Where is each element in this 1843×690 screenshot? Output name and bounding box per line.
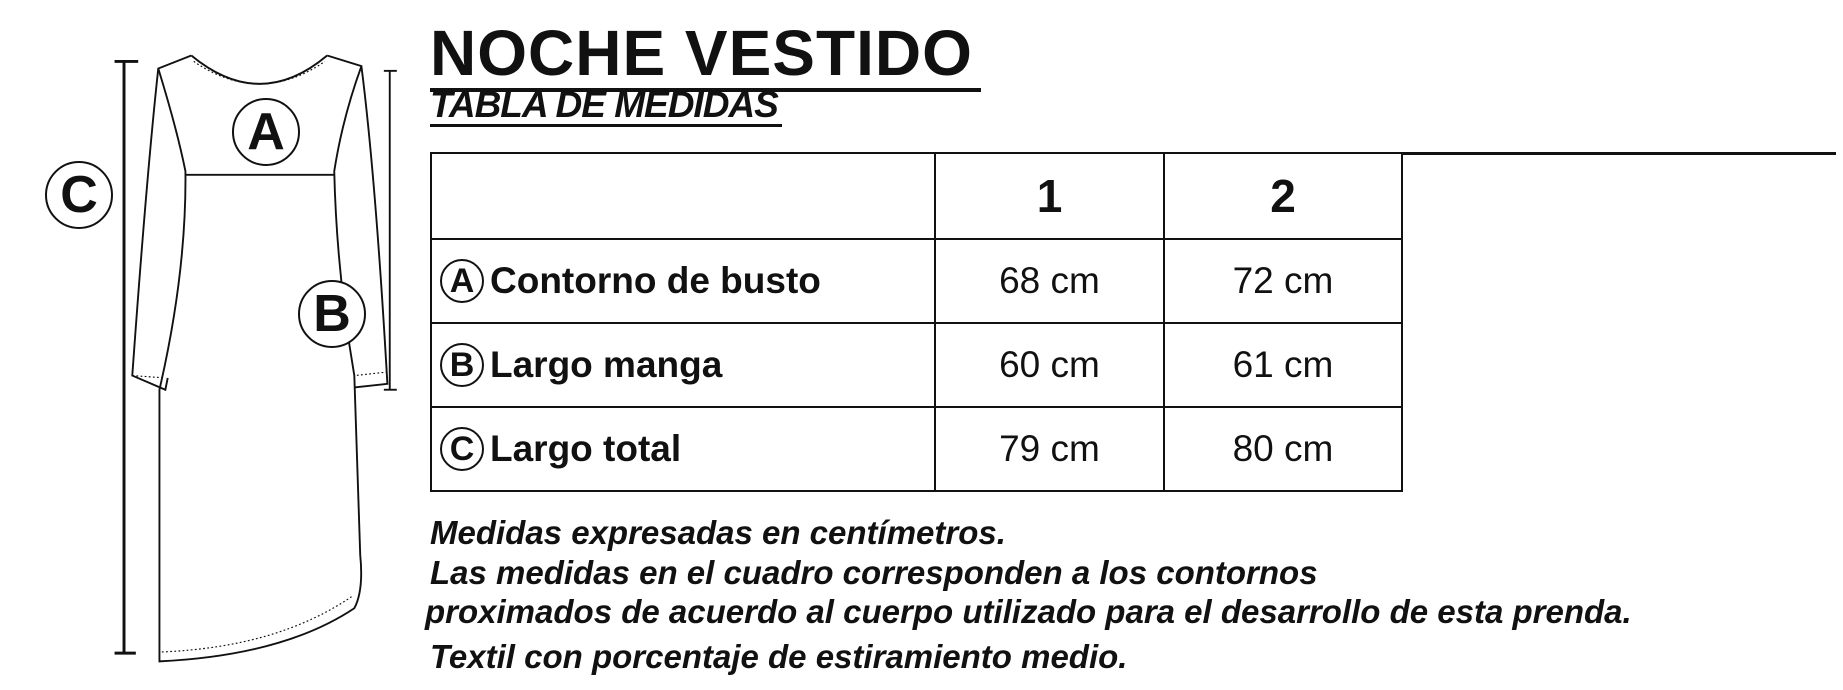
row-label: Contorno de busto (490, 260, 821, 301)
table-row: C Largo total 79 cm 80 cm (430, 406, 1403, 492)
marker-icon: B (440, 343, 484, 387)
cell-value: 61 cm (1163, 322, 1403, 408)
marker-a: A (232, 98, 300, 166)
dress-outline (131, 54, 389, 663)
cell-value: 60 cm (934, 322, 1165, 408)
cell-value: 68 cm (934, 238, 1165, 324)
marker-c: C (45, 161, 113, 229)
cell-value: 79 cm (934, 406, 1165, 492)
header-cell (430, 152, 936, 240)
note-line: Las medidas en el cuadro corresponden a … (430, 554, 1318, 591)
note-line: Textil con porcentaje de estiramiento me… (430, 638, 1128, 675)
marker-b: B (298, 280, 366, 348)
cell-value: 80 cm (1163, 406, 1403, 492)
table-row: A Contorno de busto 68 cm 72 cm (430, 238, 1403, 324)
note-line: proximados de acuerdo al cuerpo utilizad… (425, 593, 1632, 630)
row-label: Largo total (490, 428, 682, 469)
page-subtitle: TABLA DE MEDIDAS (430, 86, 782, 127)
header-size-2: 2 (1163, 152, 1403, 240)
measure-line-c (114, 59, 139, 655)
table-header: 1 2 (430, 152, 1403, 240)
row-label: Largo manga (490, 344, 723, 385)
header-size-1: 1 (934, 152, 1165, 240)
table-row: B Largo manga 60 cm 61 cm (430, 322, 1403, 408)
page-title: NOCHE VESTIDO (430, 18, 981, 92)
dress-diagram (114, 54, 397, 663)
size-table: 1 2 A Contorno de busto 68 cm 72 cm B Larg… (430, 152, 1403, 492)
measure-line-b (383, 69, 397, 391)
marker-icon: C (440, 427, 484, 471)
cell-value: 72 cm (1163, 238, 1403, 324)
note-line: Medidas expresadas en centímetros. (430, 514, 1006, 551)
marker-icon: A (440, 259, 484, 303)
divider (1401, 152, 1836, 155)
